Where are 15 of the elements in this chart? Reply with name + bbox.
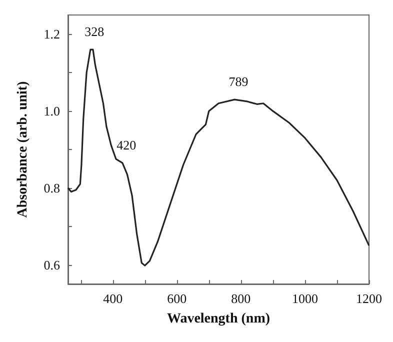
annotation: 789 [228,74,248,90]
x-tick-label: 1200 [356,291,382,306]
line-series [67,48,370,266]
y-tick-label: 0.8 [44,180,60,196]
annotation: 420 [116,137,136,152]
x-axis-title: Wavelength (nm) [166,312,270,326]
y-tick-label: 1.2 [44,26,60,42]
y-tick-label: 1.0 [44,104,60,119]
x-tick-label: 800 [231,291,251,306]
y-axis-title: Absorbance (arb. unit) [16,80,30,218]
x-tick-label: 400 [103,291,123,306]
x-tick-label: 600 [167,291,187,306]
annotation: 328 [84,24,104,40]
x-tick-label: 1000 [292,291,318,306]
y-tick-label: 0.6 [44,257,60,272]
